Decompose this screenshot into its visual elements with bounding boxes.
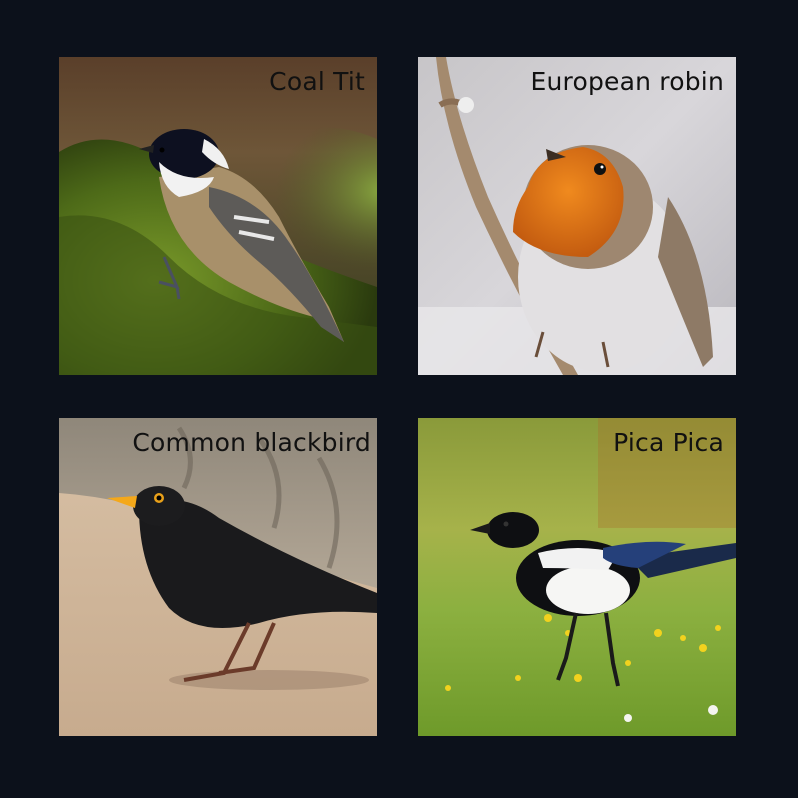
caption-european-robin: European robin <box>530 67 724 96</box>
common-blackbird-photo <box>59 418 377 736</box>
tile-european-robin: European robin <box>418 57 736 375</box>
tile-pica-pica: Pica Pica <box>418 418 736 736</box>
caption-common-blackbird: Common blackbird <box>132 428 371 457</box>
caption-coal-tit: Coal Tit <box>269 67 365 96</box>
tile-common-blackbird: Common blackbird <box>59 418 377 736</box>
european-robin-photo <box>418 57 736 375</box>
pica-pica-photo <box>418 418 736 736</box>
coal-tit-photo <box>59 57 377 375</box>
caption-pica-pica: Pica Pica <box>613 428 724 457</box>
tile-coal-tit: Coal Tit <box>59 57 377 375</box>
